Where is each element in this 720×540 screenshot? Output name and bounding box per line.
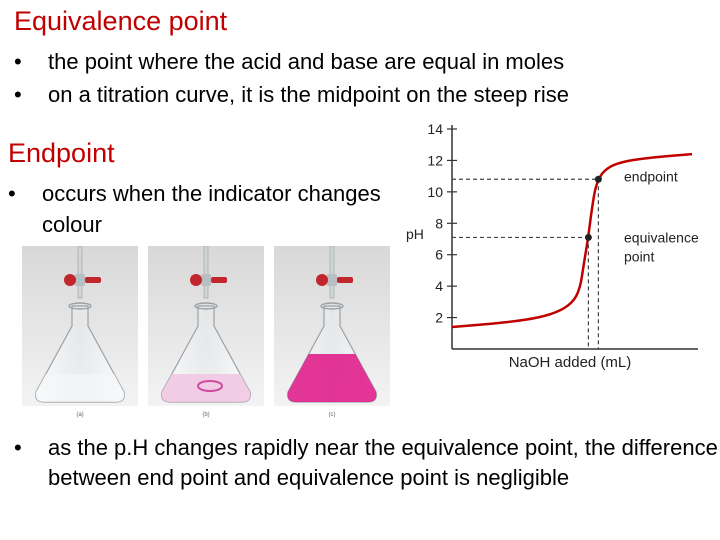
bullet-endpoint-definition: occurs when the indicator changes colour bbox=[8, 178, 402, 240]
y-tick-label-8: 8 bbox=[435, 215, 443, 231]
equivalence-point-label: equivalence bbox=[624, 229, 699, 245]
chart-annotations: endpoint equivalence point bbox=[452, 168, 699, 349]
y-tick-label-4: 4 bbox=[435, 278, 443, 294]
bullet-negligible-difference: as the p.H changes rapidly near the equi… bbox=[14, 433, 720, 493]
equivalence-point-marker bbox=[584, 233, 592, 241]
photo-caption-b: (b) bbox=[202, 412, 209, 418]
y-axis-ticks: 2 4 6 8 10 12 14 bbox=[427, 121, 457, 326]
photo-caption-a: (a) bbox=[76, 412, 83, 418]
bullet-equivalence-definition: the point where the acid and base are eq… bbox=[14, 47, 720, 77]
equivalence-point-label: point bbox=[624, 248, 654, 264]
titration-flask-photo: (a) (b) (c) bbox=[22, 246, 390, 418]
y-tick-label-12: 12 bbox=[427, 152, 443, 168]
titration-curve-line bbox=[451, 152, 693, 329]
photo-caption-c: (c) bbox=[329, 412, 336, 418]
flask-b bbox=[161, 246, 251, 403]
section-title-equivalence-point: Equivalence point bbox=[14, 6, 228, 36]
y-axis-label: pH bbox=[406, 226, 424, 242]
titration-curve-chart: 2 4 6 8 10 12 14 endpoint equivalence point pH N… bbox=[406, 121, 699, 371]
endpoint-marker bbox=[594, 175, 602, 183]
y-tick-label-10: 10 bbox=[427, 184, 443, 200]
endpoint-label: endpoint bbox=[624, 168, 678, 184]
flask-c bbox=[287, 246, 377, 403]
section-title-endpoint: Endpoint bbox=[8, 138, 115, 168]
flask-a bbox=[35, 246, 125, 403]
bullet-equivalence-curve: on a titration curve, it is the midpoint… bbox=[14, 80, 720, 110]
y-tick-label-2: 2 bbox=[435, 310, 443, 326]
y-tick-label-6: 6 bbox=[435, 247, 443, 263]
x-axis-label: NaOH added (mL) bbox=[509, 354, 632, 371]
y-tick-label-14: 14 bbox=[427, 121, 443, 137]
